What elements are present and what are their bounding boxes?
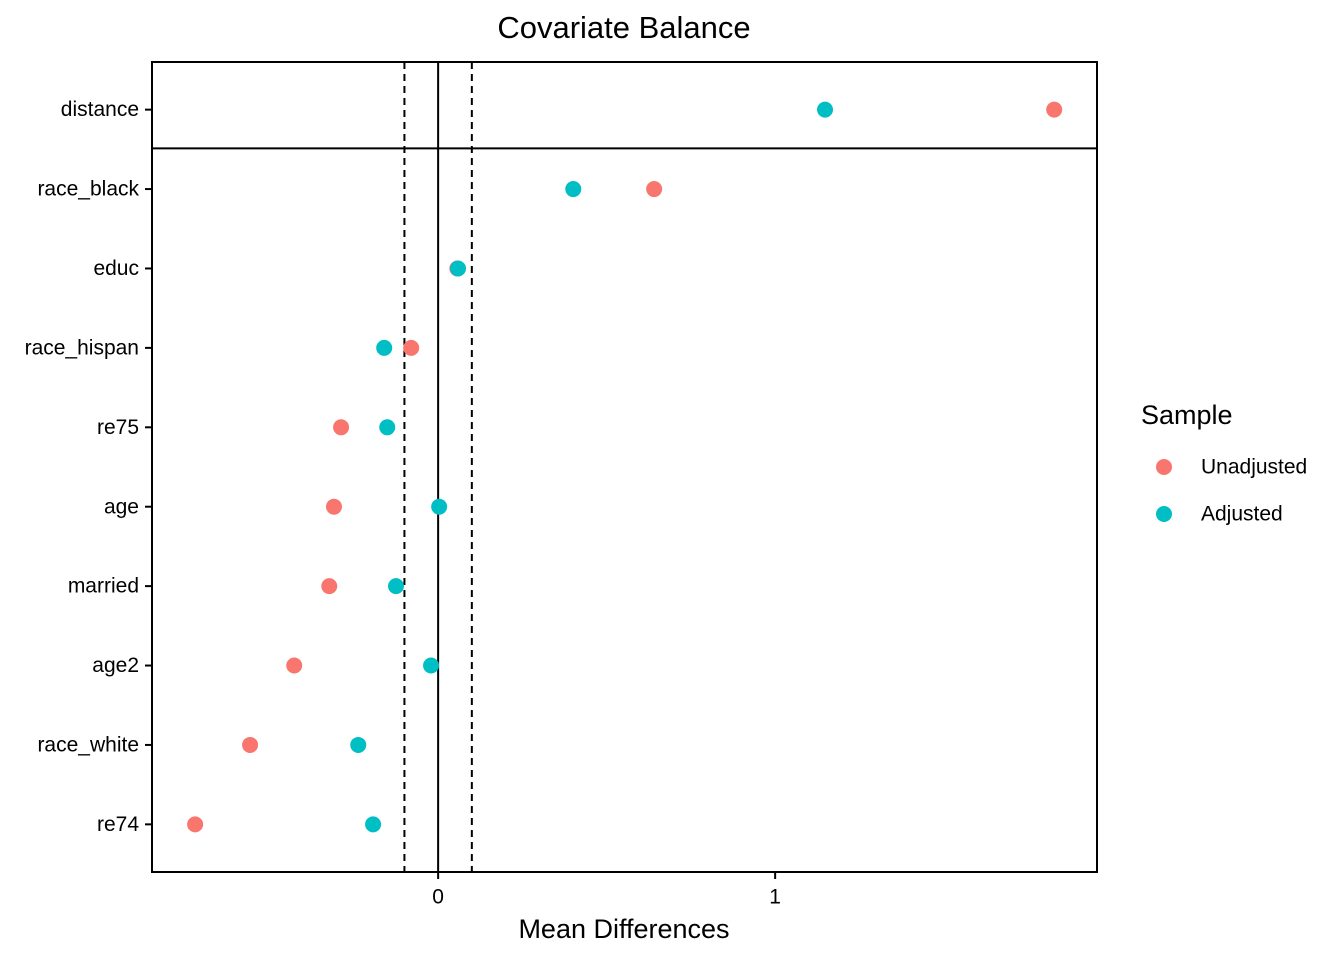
point (325, 498, 342, 515)
point (817, 101, 834, 118)
point (431, 498, 448, 515)
point (379, 419, 396, 436)
point (403, 339, 420, 356)
legend-label: Adjusted (1201, 503, 1283, 526)
plot-frame (151, 61, 1098, 873)
y-tick-label: re75 (97, 416, 139, 439)
legend-label: Unadjusted (1201, 456, 1307, 479)
point (1046, 101, 1063, 118)
y-tick-label: race_white (37, 733, 139, 756)
y-tick-label: educ (93, 257, 139, 280)
y-tick-label: married (68, 575, 139, 598)
y-tick-label: re74 (97, 813, 139, 836)
point (646, 181, 663, 198)
y-tick-label: age (104, 495, 139, 518)
chart-title: Covariate Balance (497, 10, 750, 45)
y-tick-label: distance (61, 98, 139, 121)
point (242, 736, 259, 753)
y-tick-label: race_hispan (25, 336, 139, 359)
point (321, 578, 338, 595)
x-tick-label: 1 (769, 886, 781, 909)
legend-swatch (1156, 506, 1172, 522)
point (333, 419, 350, 436)
point (423, 657, 440, 674)
point (350, 736, 367, 753)
point (450, 260, 467, 277)
point (565, 181, 582, 198)
x-axis-label: Mean Differences (518, 914, 729, 944)
x-tick-label: 0 (432, 886, 444, 909)
point (388, 578, 405, 595)
point (286, 657, 303, 674)
legend-title: Sample (1141, 400, 1233, 430)
point (365, 816, 382, 833)
y-tick-label: age2 (92, 654, 139, 677)
y-tick-label: race_black (37, 178, 139, 201)
legend-swatch (1156, 459, 1172, 475)
point (376, 339, 393, 356)
point (187, 816, 204, 833)
